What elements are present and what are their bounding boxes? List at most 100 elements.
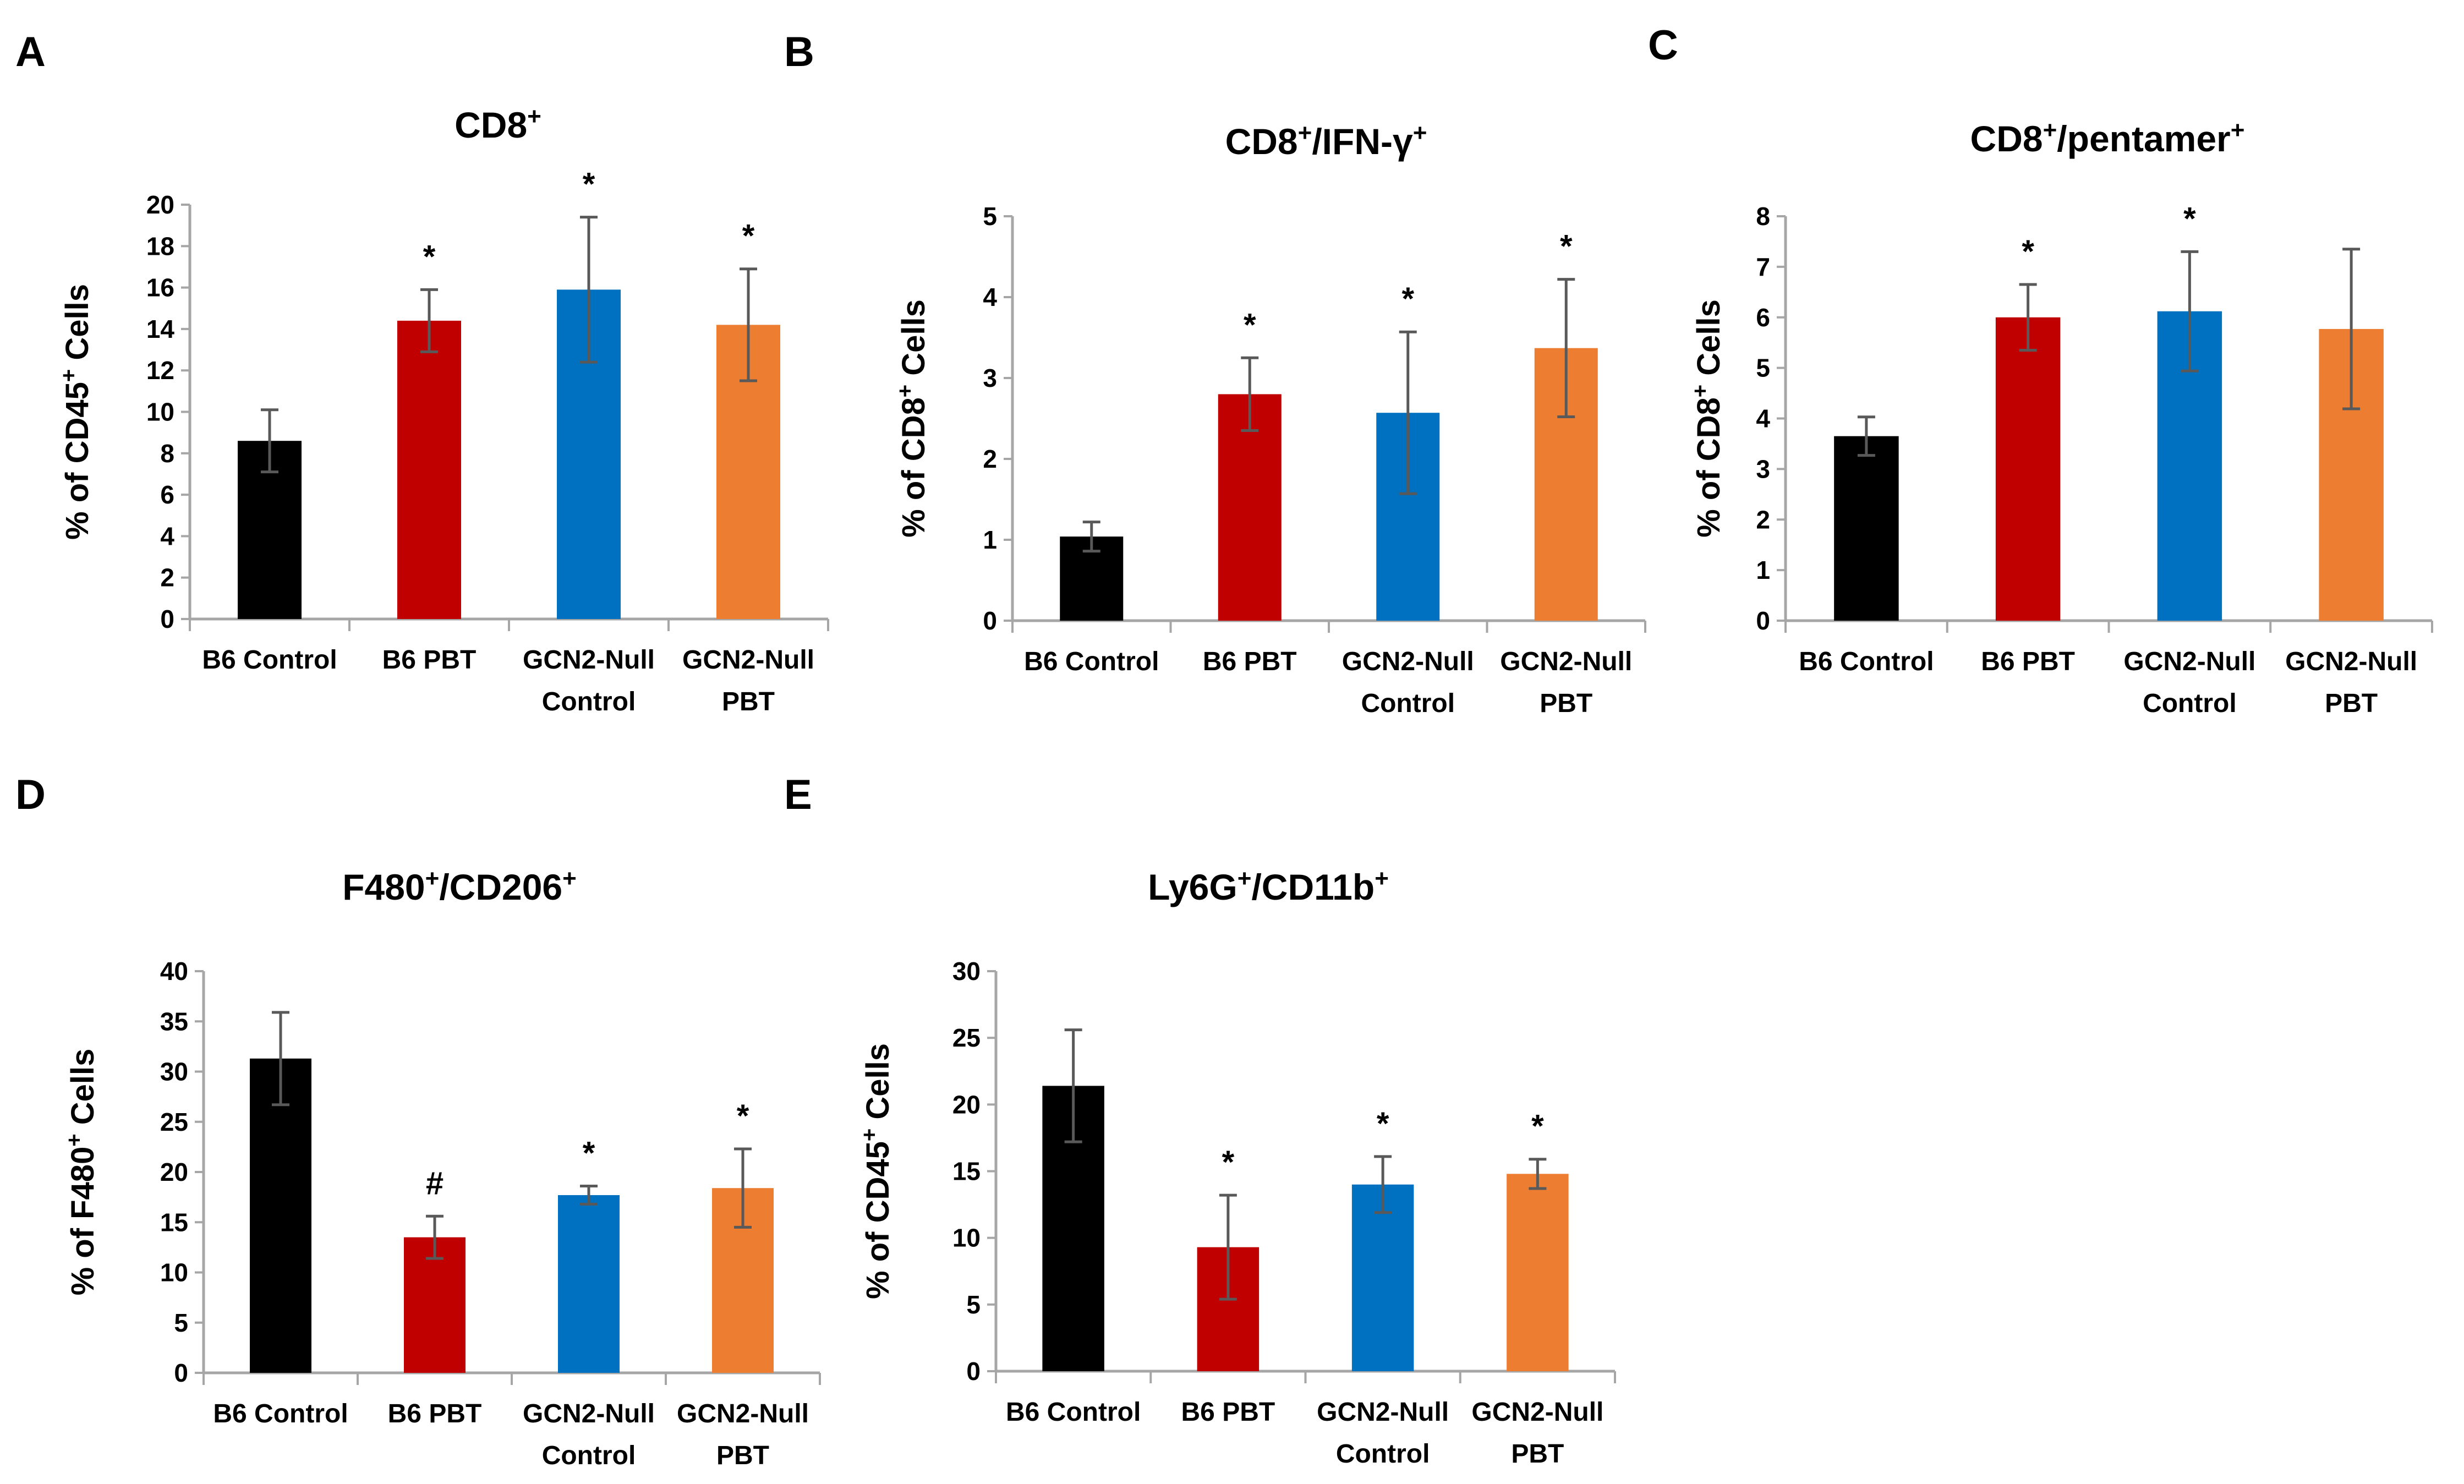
error-bar-gcn2-null-pbt	[740, 267, 757, 382]
x-category-label: PBT	[1540, 689, 1592, 718]
bar-b6-pbt	[1995, 317, 2061, 621]
asterisk-marker: *	[1531, 1109, 1544, 1145]
y-axis-label: % of CD45+ Cells	[857, 1043, 896, 1299]
panel-letter: A	[15, 29, 46, 75]
y-tick-label: 10	[146, 398, 174, 426]
asterisk-marker: *	[1377, 1106, 1389, 1142]
chart-title: CD8+	[455, 103, 541, 146]
bar-gcn2-null-control	[1351, 1184, 1414, 1371]
y-tick-label: 4	[1756, 404, 1770, 433]
asterisk-marker: *	[2183, 201, 2196, 237]
y-tick-label: 40	[160, 957, 188, 985]
x-category-label: GCN2-Null	[1471, 1398, 1603, 1427]
x-category-label: B6 Control	[1799, 647, 1934, 676]
x-category-label: GCN2-Null	[682, 645, 814, 675]
y-tick-label: 2	[1756, 505, 1770, 534]
x-category-label: PBT	[2325, 689, 2378, 718]
error-bar-gcn2-null-control	[2181, 250, 2199, 373]
asterisk-marker: *	[1401, 281, 1414, 317]
y-tick-label: 8	[160, 439, 174, 468]
asterisk-marker: *	[423, 239, 436, 275]
error-bar-gcn2-null-pbt	[2342, 248, 2361, 410]
y-tick-label: 25	[160, 1108, 188, 1136]
x-category-label: PBT	[1511, 1439, 1564, 1469]
error-bar-gcn2-null-pbt	[1557, 278, 1575, 419]
error-bar-gcn2-null-pbt	[1529, 1158, 1547, 1190]
y-tick-label: 6	[1756, 303, 1770, 332]
error-bar-b6-control	[272, 1011, 289, 1107]
x-category-label: B6 Control	[1006, 1398, 1141, 1427]
x-category-label: B6 PBT	[1981, 647, 2075, 676]
y-tick-label: 3	[1756, 454, 1770, 483]
y-tick-label: 5	[966, 1290, 981, 1319]
y-tick-label: 18	[146, 232, 174, 260]
asterisk-marker: *	[1560, 229, 1573, 265]
bar-b6-pbt	[404, 1237, 466, 1373]
y-tick-label: 5	[1756, 354, 1770, 382]
x-category-label: B6 PBT	[1181, 1398, 1275, 1427]
y-tick-label: 2	[983, 445, 997, 473]
error-bar-b6-pbt	[420, 288, 438, 353]
x-category-label: GCN2-Null	[2285, 647, 2417, 676]
y-tick-label: 25	[952, 1023, 981, 1052]
y-tick-label: 30	[952, 957, 981, 985]
x-category-label: GCN2-Null	[523, 645, 655, 675]
y-tick-label: 4	[983, 283, 997, 311]
error-bar-gcn2-null-pbt	[734, 1147, 752, 1229]
error-bar-b6-control	[1064, 1028, 1082, 1143]
y-tick-label: 30	[160, 1058, 188, 1086]
y-tick-label: 15	[160, 1208, 188, 1236]
y-tick-label: 6	[160, 480, 174, 509]
x-category-label: B6 PBT	[1203, 647, 1297, 676]
asterisk-marker: *	[583, 167, 595, 202]
y-tick-label: 7	[1756, 253, 1770, 281]
chart-title: Ly6G+/CD11b+	[1148, 865, 1389, 908]
error-bar-gcn2-null-control	[1374, 1155, 1392, 1214]
error-bar-gcn2-null-control	[580, 216, 598, 364]
error-bar-gcn2-null-control	[580, 1185, 598, 1206]
y-tick-label: 1	[983, 525, 997, 554]
y-tick-label: 20	[146, 190, 174, 219]
y-tick-label: 20	[952, 1090, 981, 1119]
y-axis-label: % of CD8+ Cells	[893, 299, 932, 538]
bar-gcn2-null-pbt	[1507, 1174, 1569, 1371]
x-category-label: B6 PBT	[382, 645, 477, 675]
x-category-label: GCN2-Null	[677, 1399, 809, 1428]
x-category-label: PBT	[716, 1441, 769, 1470]
y-tick-label: 0	[174, 1359, 188, 1387]
error-bar-b6-control	[1082, 521, 1100, 553]
asterisk-marker: *	[1244, 307, 1256, 343]
x-category-label: GCN2-Null	[1500, 647, 1632, 676]
x-category-label: B6 Control	[202, 645, 337, 675]
y-tick-label: 5	[983, 202, 997, 231]
y-axis-label: % of F480+ Cells	[62, 1049, 101, 1296]
chart-title: CD8+/IFN-γ+	[1225, 119, 1427, 162]
error-bar-b6-control	[261, 408, 278, 474]
x-category-label: Control	[2143, 689, 2237, 718]
y-tick-label: 0	[983, 606, 997, 635]
y-tick-label: 10	[160, 1258, 188, 1287]
y-axis-label: % of CD45+ Cells	[57, 284, 95, 540]
error-bar-b6-control	[1857, 415, 1875, 457]
x-category-label: B6 PBT	[388, 1399, 482, 1428]
y-tick-label: 0	[160, 605, 174, 633]
y-tick-label: 2	[160, 563, 174, 592]
error-bar-b6-pbt	[426, 1214, 443, 1260]
x-category-label: GCN2-Null	[1317, 1398, 1449, 1427]
y-tick-label: 1	[1756, 556, 1770, 584]
asterisk-marker: *	[583, 1136, 595, 1171]
x-category-label: GCN2-Null	[523, 1399, 655, 1428]
panel-letter: C	[1648, 22, 1678, 69]
y-tick-label: 14	[146, 315, 175, 343]
error-bar-gcn2-null-control	[1399, 330, 1417, 495]
x-category-label: B6 Control	[1024, 647, 1159, 676]
chart-title: CD8+/pentamer+	[1970, 117, 2245, 160]
error-bar-b6-pbt	[1241, 356, 1259, 432]
asterisk-marker: *	[1222, 1145, 1235, 1180]
x-category-label: PBT	[722, 687, 775, 716]
x-category-label: GCN2-Null	[1342, 647, 1474, 676]
y-tick-label: 15	[952, 1157, 981, 1186]
y-axis-label: % of CD8+ Cells	[1688, 299, 1727, 538]
